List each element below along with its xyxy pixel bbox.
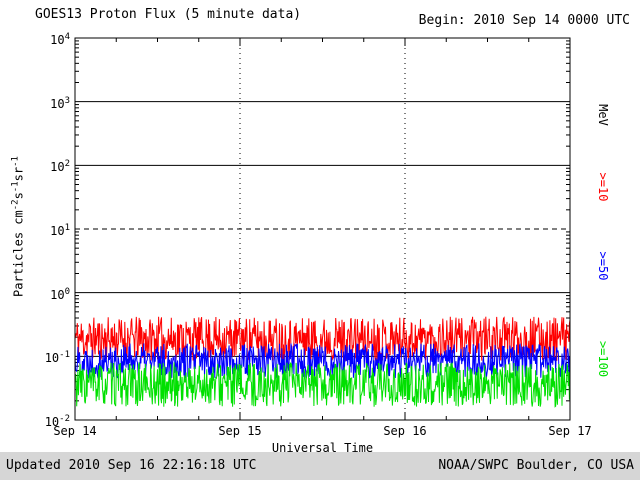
x-tick-label: Sep 16: [383, 424, 427, 438]
x-tick-label: Sep 17: [548, 424, 592, 438]
series-label-100: >=100: [596, 340, 610, 378]
chart-title: GOES13 Proton Flux (5 minute data): [35, 7, 302, 22]
y-tick-label: 10-2: [44, 414, 70, 429]
y-tick-label: 10-1: [44, 350, 70, 366]
y-tick-label: 101: [50, 223, 70, 238]
gridlines: [75, 38, 570, 420]
credit-text: NOAA/SWPC Boulder, CO USA: [438, 458, 634, 473]
x-axis-label: Universal Time: [271, 441, 374, 455]
y-tick-label: 103: [50, 95, 70, 111]
begin-label: Begin: 2010 Sep 14 0000 UTC: [418, 13, 630, 28]
series-label-10: >=10: [596, 172, 610, 202]
series-line-50: [75, 343, 570, 379]
plot-border: [74, 37, 571, 421]
x-tick-label: Sep 15: [218, 424, 262, 438]
x-tick-label: Sep 14: [53, 424, 97, 438]
footer-bar: [0, 452, 640, 480]
series-label-50: >=50: [596, 251, 610, 281]
updated-timestamp: Updated 2010 Sep 16 22:16:18 UTC: [6, 458, 257, 473]
series-group: [75, 316, 570, 408]
y-tick-label: 100: [50, 286, 70, 302]
y-tick-label: 102: [50, 159, 70, 175]
series-line-100: [75, 362, 570, 408]
y-axis-label: Particles cm-2s-1sr-1: [10, 156, 26, 297]
y-tick-label: 104: [50, 32, 70, 47]
